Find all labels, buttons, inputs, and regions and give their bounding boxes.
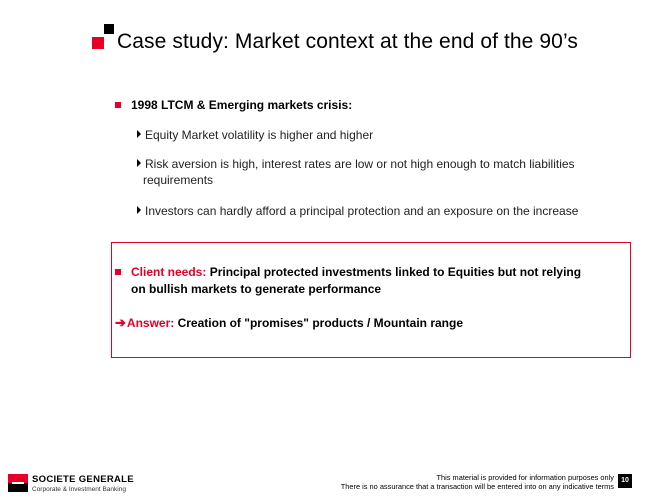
- page-number: 10: [618, 474, 632, 488]
- title-black-square: [104, 24, 114, 34]
- client-needs: Client needs: Principal protected invest…: [115, 264, 625, 298]
- title-red-square: [92, 37, 104, 49]
- sub-point-2-text: Risk aversion is high, interest rates ar…: [145, 157, 575, 171]
- triangle-bullet-icon: [137, 206, 141, 214]
- answer-text: Creation of "promises" products / Mounta…: [177, 316, 463, 330]
- arrow-right-icon: ➔: [115, 315, 126, 330]
- brand-mark-icon: [8, 474, 28, 492]
- sub-point-1-text: Equity Market volatility is higher and h…: [145, 128, 374, 142]
- client-needs-text: Principal protected investments linked t…: [209, 265, 582, 279]
- answer-label: Answer:: [126, 316, 175, 330]
- disclaimer-line-2: There is no assurance that a transaction…: [340, 482, 614, 491]
- sub-point-3: Investors can hardly afford a principal …: [137, 203, 627, 219]
- client-needs-text-cont: on bullish markets to generate performan…: [131, 282, 382, 296]
- brand-name: SOCIETE GENERALE: [32, 474, 134, 485]
- main-point: 1998 LTCM & Emerging markets crisis:: [115, 98, 352, 112]
- answer: ➔Answer: Creation of "promises" products…: [115, 315, 463, 331]
- disclaimer: This material is provided for informatio…: [341, 473, 614, 491]
- main-point-text: 1998 LTCM & Emerging markets crisis:: [131, 98, 353, 112]
- square-bullet-icon: [115, 269, 121, 275]
- client-needs-box: [111, 242, 631, 358]
- square-bullet-icon: [115, 102, 121, 108]
- brand-subtitle: Corporate & Investment Banking: [32, 486, 126, 493]
- client-needs-label: Client needs:: [131, 265, 207, 279]
- triangle-bullet-icon: [137, 130, 141, 138]
- sub-point-3-text: Investors can hardly afford a principal …: [145, 204, 579, 218]
- sub-point-2-text-cont: requirements: [143, 173, 214, 187]
- sub-point-1: Equity Market volatility is higher and h…: [137, 127, 627, 143]
- disclaimer-line-1: This material is provided for informatio…: [436, 473, 614, 482]
- slide-title: Case study: Market context at the end of…: [117, 30, 578, 53]
- sub-point-2: Risk aversion is high, interest rates ar…: [137, 156, 627, 188]
- triangle-bullet-icon: [137, 159, 141, 167]
